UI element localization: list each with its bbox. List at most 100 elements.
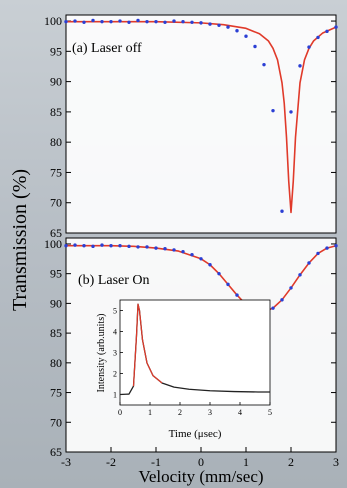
panel-a-data-point xyxy=(118,19,122,23)
inset-ylabel: Intensity (arb.units) xyxy=(96,314,107,393)
panel-b-data-point xyxy=(280,298,284,302)
panel-a-data-point xyxy=(271,108,275,113)
panel-a-data-point xyxy=(316,35,320,40)
inset-fit-line xyxy=(132,303,163,387)
inset-xtick-label: 1 xyxy=(148,408,152,417)
panel-b-data-point xyxy=(316,251,320,256)
x-axis-label: Velocity (mm/sec) xyxy=(138,467,263,486)
panel-a-data-point xyxy=(298,64,302,68)
panel-b-ytick-label: 70 xyxy=(50,415,62,429)
inset-ytick-label: 2 xyxy=(113,370,117,379)
panel-b-data-point xyxy=(82,244,86,248)
panel-b-data-point xyxy=(235,293,239,297)
panel-b-ytick-label: 95 xyxy=(50,267,62,281)
panel-b-ytick-label: 65 xyxy=(50,445,62,459)
panel-a-ytick-label: 85 xyxy=(50,105,62,119)
panel-b-data-point xyxy=(298,273,302,277)
x-tick-label: 2 xyxy=(288,455,294,469)
panel-a-data-point xyxy=(73,19,77,23)
panel-b-data-point xyxy=(145,245,149,249)
inset-ytick-label: 1 xyxy=(113,391,117,400)
panel-a-data-point xyxy=(91,18,95,23)
panel-b-data-point xyxy=(226,282,230,287)
inset-ytick-label: 3 xyxy=(113,349,117,358)
inset-xtick-label: 5 xyxy=(268,408,272,417)
panel-a-data-point xyxy=(64,19,68,24)
panel-a-ytick-label: 70 xyxy=(50,196,62,210)
panel-b-data-point xyxy=(181,249,185,254)
panel-b-ytick-label: 85 xyxy=(50,326,62,340)
panel-a-data-point xyxy=(334,25,338,29)
panel-a-data-point xyxy=(235,29,239,33)
panel-b-ytick-label: 75 xyxy=(50,386,62,400)
panel-a-data-point xyxy=(181,19,185,24)
panel-a-data-point xyxy=(154,19,158,24)
x-tick-label: 1 xyxy=(243,455,249,469)
panel-a-data-point xyxy=(109,19,113,24)
x-tick-label: -3 xyxy=(61,455,71,469)
panel-a-data-point xyxy=(172,19,176,23)
panel-b-label: (b) Laser On xyxy=(78,273,150,288)
panel-a-ytick-label: 80 xyxy=(50,135,62,149)
panel-b-data-point xyxy=(307,261,311,265)
panel-a-data-point xyxy=(190,20,194,24)
inset-xtick-label: 3 xyxy=(208,408,212,417)
panel-a-data-point xyxy=(307,45,311,49)
panel-b-data-point xyxy=(199,257,203,261)
panel-b-data-point xyxy=(91,244,95,249)
panel-a-data-point xyxy=(163,20,167,24)
panel-a-ytick-label: 100 xyxy=(44,14,62,28)
inset-xlabel: Time (μsec) xyxy=(169,428,222,440)
panel-a-fit-line xyxy=(66,20,337,214)
y-axis-label: Transmission (%) xyxy=(9,169,31,311)
panel-b-data-point xyxy=(109,244,113,248)
panel-b-data-point xyxy=(118,244,122,248)
panel-a-ytick-label: 65 xyxy=(50,226,62,240)
panel-a-data-point xyxy=(127,20,131,24)
panel-a-data-point xyxy=(325,29,329,34)
panel-b-data-point xyxy=(289,286,293,290)
panel-b-data-point xyxy=(334,244,338,248)
x-tick-label: 3 xyxy=(333,455,339,469)
panel-a-data-point xyxy=(289,110,293,114)
x-tick-label: 0 xyxy=(198,455,204,469)
panel-a-data-point xyxy=(280,209,284,213)
panel-b-data-point xyxy=(190,252,194,257)
panel-b-data-point xyxy=(64,244,68,248)
panel-a-data-point xyxy=(199,21,203,25)
panel-b-data-point xyxy=(208,263,212,267)
panel-b-ytick-label: 100 xyxy=(44,237,62,251)
panel-b-data-point xyxy=(271,306,275,310)
panel-b-data-point xyxy=(100,243,104,247)
panel-a-ytick-label: 75 xyxy=(50,165,62,179)
panel-b-data-point xyxy=(172,248,176,252)
panel-a-ytick-label: 90 xyxy=(50,75,62,89)
inset-ytick-label: 4 xyxy=(113,328,117,337)
panel-b-ytick-label: 90 xyxy=(50,296,62,310)
panel-b-data-point xyxy=(325,246,329,250)
panel-a-data-point xyxy=(100,19,104,24)
inset-ytick-label: 5 xyxy=(113,307,117,316)
panel-b-ytick-label: 80 xyxy=(50,356,62,370)
inset-xtick-label: 0 xyxy=(118,408,122,417)
panel-a-data-point xyxy=(217,23,221,27)
panel-b-data-point xyxy=(127,244,131,249)
panel-a-label: (a) Laser off xyxy=(72,41,142,56)
panel-a-data-point xyxy=(244,34,248,38)
panel-b-data-point xyxy=(217,271,221,276)
inset-xtick-label: 4 xyxy=(238,408,242,417)
x-tick-label: -1 xyxy=(151,455,161,469)
panel-a-data-point xyxy=(145,19,149,24)
panel-a-data-point xyxy=(82,20,86,24)
panel-a-data-point xyxy=(262,62,266,67)
panel-b-data-point xyxy=(163,247,167,251)
panel-b-data-point xyxy=(154,246,158,250)
panel-a-data-point xyxy=(226,25,230,29)
panel-a-ytick-label: 95 xyxy=(50,44,62,58)
panel-a: 65 70 75 80 85 90 95 100 (a) Laser off xyxy=(44,14,338,240)
panel-b-data-point xyxy=(136,245,140,249)
inset-xtick-label: 2 xyxy=(178,408,182,417)
panel-a-data-point xyxy=(208,22,212,26)
